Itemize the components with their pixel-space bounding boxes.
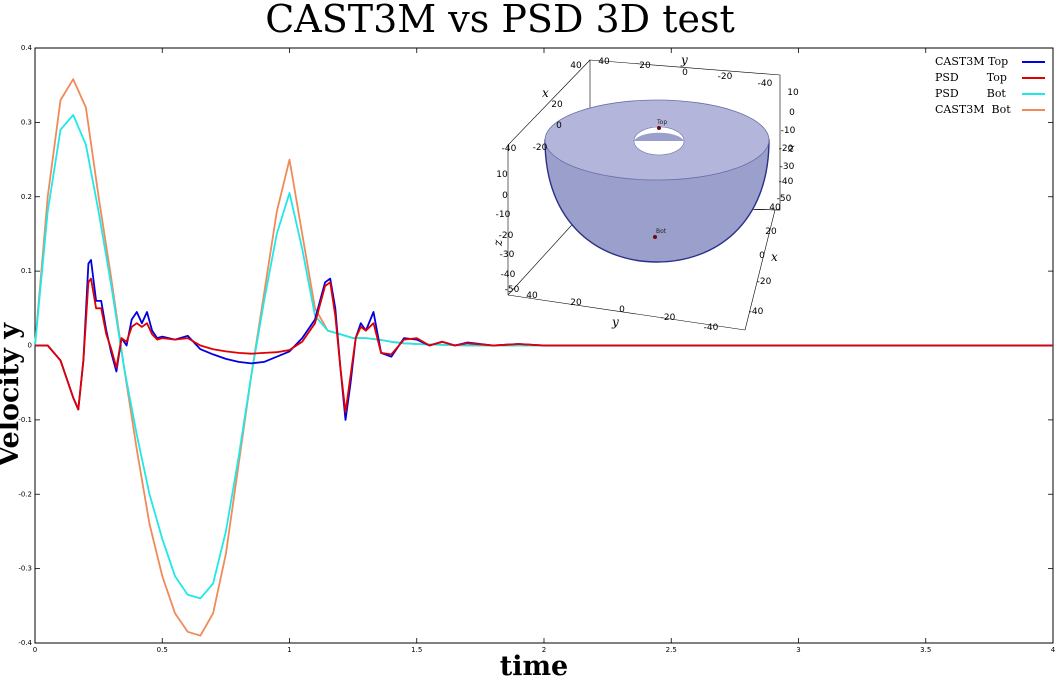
inset-tick-label: 20 <box>765 227 777 237</box>
inset-3d-view: Top Bot y x z z x y 40 20 0 -20 -40 40 20 0 -20 -… <box>491 53 799 333</box>
legend-label: PSD Top <box>935 71 1007 84</box>
y-tick-label: -0.3 <box>18 565 32 573</box>
inset-tick-label: -20 <box>661 313 676 323</box>
inset-tick-label: 40 <box>570 61 582 71</box>
inset-tick-label: -20 <box>779 144 794 154</box>
inset-tick-label: 40 <box>769 203 781 213</box>
inset-tick-label: 0 <box>619 305 625 315</box>
inset-ticks: 40 20 0 -20 -40 40 20 0 -20 -40 10 0 -10 -20 -30 -40 -50… <box>496 57 799 333</box>
series-line-2 <box>34 114 1053 600</box>
inset-tick-label: 0 <box>682 68 688 78</box>
y-tick-label: 0.2 <box>21 193 32 201</box>
inset-tick-label: -10 <box>781 126 796 136</box>
inset-axis-z-right: z <box>787 141 795 155</box>
chart-title: CAST3M vs PSD 3D test <box>265 0 735 41</box>
series-line-3 <box>34 78 1053 637</box>
inset-tick-label: 0 <box>789 108 795 118</box>
legend: CAST3M Top PSD Top PSD Bot CAST3M Bot <box>935 55 1045 116</box>
legend-label: CAST3M Bot <box>935 103 1011 116</box>
inset-tick-label: 20 <box>639 61 651 71</box>
inset-axis-x-right: x <box>771 250 778 264</box>
inset-tick-label: -20 <box>533 143 548 153</box>
marker-bot-label: Bot <box>656 228 667 235</box>
inset-tick-label: -50 <box>505 285 520 295</box>
x-axis-label: time <box>500 651 568 681</box>
inset-tick-label: -30 <box>780 162 795 172</box>
x-tick-label: 2 <box>542 646 546 654</box>
inset-tick-label: 0 <box>556 121 562 131</box>
y-tick-label: 0.4 <box>21 44 33 52</box>
series-layer <box>34 78 1053 637</box>
inset-axis-x-left: x <box>542 86 549 100</box>
x-tick-label: 1 <box>287 646 291 654</box>
x-tick-label: 2.5 <box>666 646 677 654</box>
x-tick-label: 4 <box>1051 646 1056 654</box>
inset-tick-label: 20 <box>570 298 582 308</box>
inset-tick-label: -20 <box>757 277 772 287</box>
x-tick-label: 3 <box>796 646 800 654</box>
marker-top-label: Top <box>656 119 667 126</box>
x-tick-label: 3.5 <box>920 646 931 654</box>
legend-label: PSD Bot <box>935 87 1006 100</box>
inset-frame-line <box>507 294 746 331</box>
legend-label: CAST3M Top <box>935 55 1008 68</box>
inset-tick-label: -50 <box>777 194 792 204</box>
inset-tick-label: 10 <box>496 170 508 180</box>
inset-tick-label: -40 <box>704 323 719 333</box>
inset-tick-label: 0 <box>502 191 508 201</box>
y-axis-label: Velocity y <box>0 322 25 468</box>
y-tick-label: 0 <box>28 342 32 350</box>
inset-tick-label: -40 <box>502 144 517 154</box>
y-tick-label: -0.2 <box>18 490 32 498</box>
inset-frame-line <box>744 209 776 331</box>
inset-tick-label: 20 <box>551 100 563 110</box>
inset-axis-z-left: z <box>491 239 505 247</box>
inset-frame-line <box>507 59 591 146</box>
hemisphere-hole-inner <box>634 132 684 141</box>
inset-axis-y-top: y <box>680 53 688 67</box>
inset-tick-label: 40 <box>526 291 538 301</box>
y-tick-label: -0.4 <box>18 639 32 647</box>
y-tick-label: -0.1 <box>18 416 32 424</box>
inset-tick-label: -30 <box>500 250 515 260</box>
series-line-0 <box>35 259 1053 421</box>
inset-axis-y-bottom: y <box>611 315 619 329</box>
inset-tick-label: -20 <box>718 72 733 82</box>
y-tick-label: 0.1 <box>21 267 32 275</box>
inset-tick-label: 40 <box>598 57 610 67</box>
series-line-1 <box>35 277 1053 414</box>
inset-tick-label: 10 <box>787 88 799 98</box>
inset-tick-label: -20 <box>499 231 514 241</box>
inset-tick-label: -40 <box>758 79 773 89</box>
x-tick-label: 0.5 <box>157 646 168 654</box>
x-ticks: 0 0.5 1 1.5 2 2.5 3 3.5 4 <box>33 48 1056 654</box>
marker-top <box>657 126 661 130</box>
x-tick-label: 0 <box>33 646 37 654</box>
inset-tick-label: -40 <box>779 177 794 187</box>
inset-tick-label: -40 <box>501 270 516 280</box>
inset-tick-label: -40 <box>749 307 764 317</box>
x-tick-label: 1.5 <box>411 646 422 654</box>
inset-tick-label: 0 <box>759 251 765 261</box>
inset-tick-label: -10 <box>496 210 511 220</box>
y-tick-label: 0.3 <box>21 118 32 126</box>
marker-bot <box>653 235 657 239</box>
